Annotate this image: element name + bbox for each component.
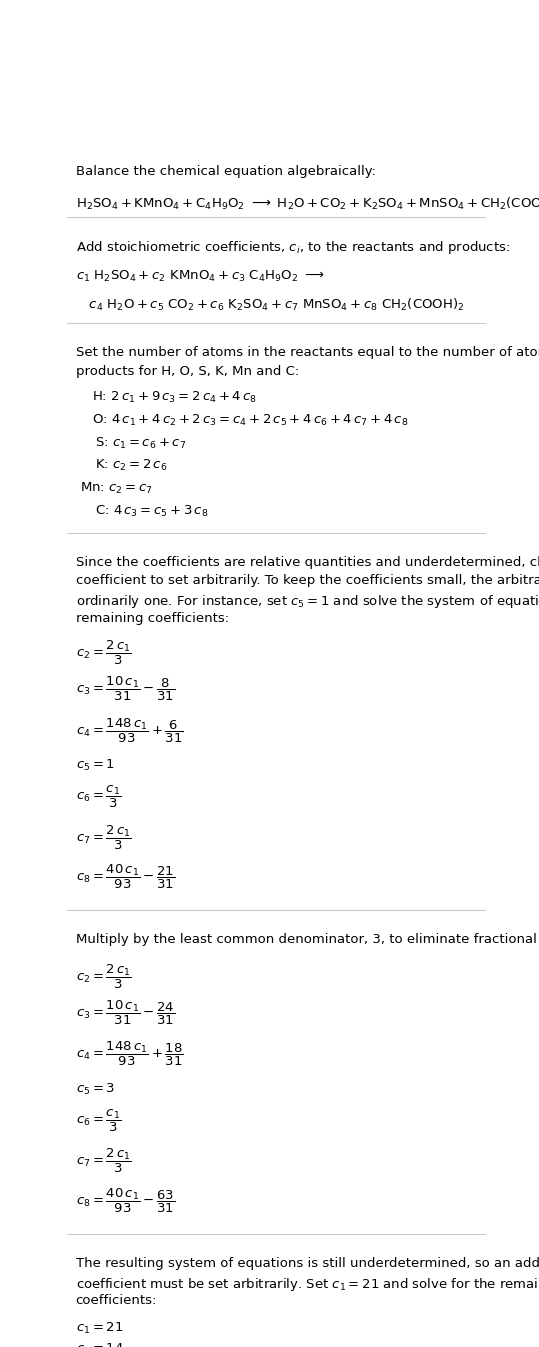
Text: C:$\ 4\,c_3 = c_5 + 3\,c_8$: C:$\ 4\,c_3 = c_5 + 3\,c_8$ [94,504,208,519]
Text: Add stoichiometric coefficients, $c_i$, to the reactants and products:: Add stoichiometric coefficients, $c_i$, … [75,240,510,256]
Text: Mn:$\ c_2 = c_7$: Mn:$\ c_2 = c_7$ [80,481,153,496]
Text: $c_3 = \dfrac{10\,c_1}{31} - \dfrac{24}{31}$: $c_3 = \dfrac{10\,c_1}{31} - \dfrac{24}{… [75,998,175,1026]
Text: coefficients:: coefficients: [75,1294,157,1307]
Text: $c_8 = \dfrac{40\,c_1}{93} - \dfrac{21}{31}$: $c_8 = \dfrac{40\,c_1}{93} - \dfrac{21}{… [75,863,175,890]
Text: Since the coefficients are relative quantities and underdetermined, choose a: Since the coefficients are relative quan… [75,556,539,568]
Text: H:$\ 2\,c_1 + 9\,c_3 = 2\,c_4 + 4\,c_8$: H:$\ 2\,c_1 + 9\,c_3 = 2\,c_4 + 4\,c_8$ [93,389,258,405]
Text: $c_5 = 3$: $c_5 = 3$ [75,1082,115,1096]
Text: $c_7 = \dfrac{2\,c_1}{3}$: $c_7 = \dfrac{2\,c_1}{3}$ [75,1148,132,1175]
Text: $c_4 = \dfrac{148\,c_1}{93} + \dfrac{6}{31}$: $c_4 = \dfrac{148\,c_1}{93} + \dfrac{6}{… [75,717,183,745]
Text: coefficient to set arbitrarily. To keep the coefficients small, the arbitrary va: coefficient to set arbitrarily. To keep … [75,574,539,587]
Text: Set the number of atoms in the reactants equal to the number of atoms in the: Set the number of atoms in the reactants… [75,346,539,360]
Text: K:$\ c_2 = 2\,c_6$: K:$\ c_2 = 2\,c_6$ [94,458,167,473]
Text: $c_6 = \dfrac{c_1}{3}$: $c_6 = \dfrac{c_1}{3}$ [75,784,121,810]
Text: $c_2 = 14$: $c_2 = 14$ [75,1342,123,1347]
Text: $c_5 = 1$: $c_5 = 1$ [75,758,115,773]
Text: $c_2 = \dfrac{2\,c_1}{3}$: $c_2 = \dfrac{2\,c_1}{3}$ [75,962,132,990]
Text: $c_6 = \dfrac{c_1}{3}$: $c_6 = \dfrac{c_1}{3}$ [75,1107,121,1134]
Text: O:$\ 4\,c_1 + 4\,c_2 + 2\,c_3 = c_4 + 2\,c_5 + 4\,c_6 + 4\,c_7 + 4\,c_8$: O:$\ 4\,c_1 + 4\,c_2 + 2\,c_3 = c_4 + 2\… [93,412,409,428]
Text: products for H, O, S, K, Mn and C:: products for H, O, S, K, Mn and C: [75,365,299,379]
Text: remaining coefficients:: remaining coefficients: [75,612,229,625]
Text: $c_2 = \dfrac{2\,c_1}{3}$: $c_2 = \dfrac{2\,c_1}{3}$ [75,638,132,667]
Text: Multiply by the least common denominator, 3, to eliminate fractional coefficient: Multiply by the least common denominator… [75,933,539,947]
Text: $c_1\ \mathrm{H_2SO_4} + c_2\ \mathrm{KMnO_4} + c_3\ \mathrm{C_4H_9O_2} \ \longr: $c_1\ \mathrm{H_2SO_4} + c_2\ \mathrm{KM… [75,268,324,284]
Text: $c_3 = \dfrac{10\,c_1}{31} - \dfrac{8}{31}$: $c_3 = \dfrac{10\,c_1}{31} - \dfrac{8}{3… [75,675,175,703]
Text: coefficient must be set arbitrarily. Set $c_1 = 21$ and solve for the remaining: coefficient must be set arbitrarily. Set… [75,1276,539,1293]
Text: Balance the chemical equation algebraically:: Balance the chemical equation algebraica… [75,164,376,178]
Text: $c_7 = \dfrac{2\,c_1}{3}$: $c_7 = \dfrac{2\,c_1}{3}$ [75,823,132,851]
Text: S:$\ c_1 = c_6 + c_7$: S:$\ c_1 = c_6 + c_7$ [94,435,186,450]
Text: $c_1 = 21$: $c_1 = 21$ [75,1321,123,1336]
Text: $c_8 = \dfrac{40\,c_1}{93} - \dfrac{63}{31}$: $c_8 = \dfrac{40\,c_1}{93} - \dfrac{63}{… [75,1187,175,1215]
Text: $\mathrm{H_2SO_4 + KMnO_4 + C_4H_9O_2 \ \longrightarrow \ H_2O + CO_2 + K_2SO_4 : $\mathrm{H_2SO_4 + KMnO_4 + C_4H_9O_2 \ … [75,195,539,211]
Text: ordinarily one. For instance, set $c_5 = 1$ and solve the system of equations fo: ordinarily one. For instance, set $c_5 =… [75,593,539,610]
Text: The resulting system of equations is still underdetermined, so an additional: The resulting system of equations is sti… [75,1257,539,1270]
Text: $\quad c_4\ \mathrm{H_2O} + c_5\ \mathrm{CO_2} + c_6\ \mathrm{K_2SO_4} + c_7\ \m: $\quad c_4\ \mathrm{H_2O} + c_5\ \mathrm… [75,296,464,313]
Text: $c_4 = \dfrac{148\,c_1}{93} + \dfrac{18}{31}$: $c_4 = \dfrac{148\,c_1}{93} + \dfrac{18}… [75,1040,183,1068]
